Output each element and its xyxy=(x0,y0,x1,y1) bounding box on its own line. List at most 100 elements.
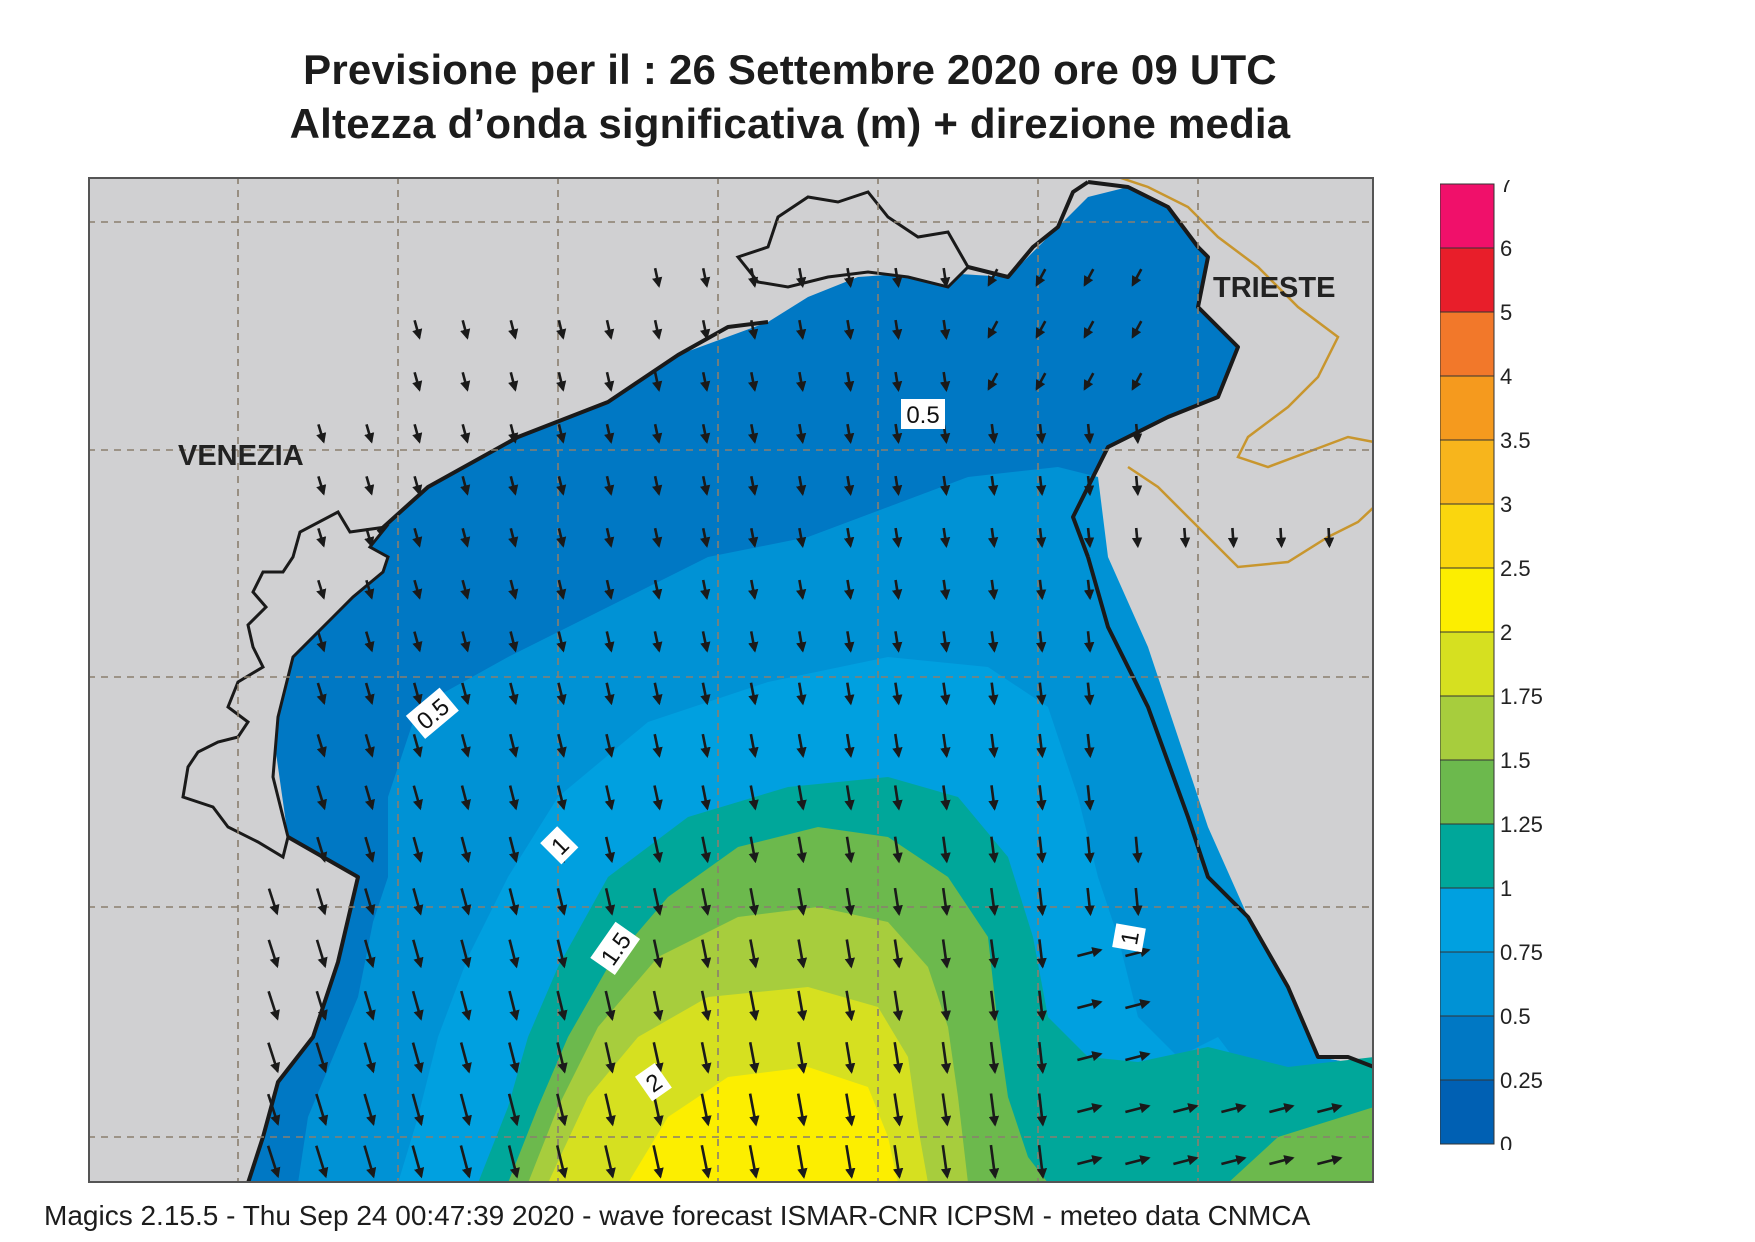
direction-arrow xyxy=(1084,836,1095,864)
direction-arrow xyxy=(604,423,615,444)
direction-arrow xyxy=(411,990,424,1021)
direction-arrow xyxy=(939,371,951,392)
direction-arrow xyxy=(412,527,423,548)
direction-arrow xyxy=(844,631,855,653)
direction-arrow xyxy=(652,1042,664,1074)
direction-arrow xyxy=(604,1145,616,1179)
direction-arrow xyxy=(700,836,711,864)
legend-tick-label: 1.75 xyxy=(1500,684,1543,709)
contour-label-text: 1 xyxy=(1116,929,1145,947)
direction-arrow xyxy=(748,1145,760,1179)
legend-tick-label: 3.5 xyxy=(1500,428,1531,453)
direction-arrow xyxy=(604,527,615,548)
direction-arrow xyxy=(556,319,567,340)
direction-arrow xyxy=(652,939,664,969)
direction-arrow xyxy=(796,939,808,969)
direction-arrow xyxy=(604,371,615,392)
direction-arrow xyxy=(1125,1155,1151,1166)
direction-arrow xyxy=(700,423,711,444)
direction-arrow xyxy=(700,887,712,916)
direction-arrow xyxy=(940,836,951,864)
direction-arrow xyxy=(844,990,856,1022)
direction-arrow xyxy=(1084,785,1095,811)
direction-arrow xyxy=(1084,733,1095,759)
direction-arrow xyxy=(460,475,471,496)
direction-arrow xyxy=(748,682,759,706)
direction-arrow xyxy=(1125,1051,1151,1062)
direction-arrow xyxy=(1173,1155,1199,1166)
map-title-date: Previsione per il : 26 Settembre 2020 or… xyxy=(303,46,1277,93)
direction-arrow xyxy=(1221,1103,1247,1114)
direction-arrow xyxy=(988,939,999,969)
legend-color-box xyxy=(1440,247,1495,313)
direction-arrow xyxy=(748,527,759,548)
direction-arrow xyxy=(748,423,759,444)
direction-arrow xyxy=(411,1093,424,1127)
legend-color-box xyxy=(1440,503,1495,569)
direction-arrow xyxy=(363,1042,376,1074)
direction-arrow xyxy=(891,371,903,392)
direction-arrow xyxy=(796,319,807,340)
legend-tick-label: 4 xyxy=(1500,364,1512,389)
direction-arrow xyxy=(987,527,999,548)
direction-arrow xyxy=(267,888,280,916)
legend-tick-label: 2.5 xyxy=(1500,556,1531,581)
direction-arrow xyxy=(844,579,855,601)
direction-arrow xyxy=(988,1041,1000,1074)
direction-arrow xyxy=(892,682,903,706)
direction-arrow xyxy=(1132,887,1143,917)
legend-color-box xyxy=(1440,567,1495,633)
legend-color-box xyxy=(1440,311,1495,377)
direction-arrow xyxy=(796,631,807,653)
direction-arrow xyxy=(748,1042,760,1074)
direction-arrow xyxy=(460,785,471,811)
direction-arrow xyxy=(412,475,423,496)
direction-arrow xyxy=(508,1042,520,1074)
direction-arrow xyxy=(843,267,855,288)
direction-arrow xyxy=(1084,682,1095,706)
direction-arrow xyxy=(316,424,327,444)
direction-arrow xyxy=(459,1093,472,1127)
direction-arrow xyxy=(1173,1103,1199,1114)
direction-arrow xyxy=(316,476,327,496)
direction-arrow xyxy=(460,423,471,444)
direction-arrow xyxy=(939,527,951,548)
legend-color-box xyxy=(1440,695,1495,761)
direction-arrow xyxy=(892,990,904,1022)
direction-arrow xyxy=(1131,527,1143,549)
direction-arrow xyxy=(1035,579,1047,601)
direction-arrow xyxy=(460,527,471,548)
direction-arrow xyxy=(364,424,375,444)
direction-arrow xyxy=(364,476,375,496)
direction-arrow xyxy=(940,990,951,1022)
legend-color-box xyxy=(1440,823,1495,889)
direction-arrow xyxy=(266,1093,281,1126)
direction-arrow xyxy=(604,733,615,758)
direction-arrow xyxy=(508,990,520,1021)
direction-arrow xyxy=(316,836,328,863)
direction-arrow xyxy=(796,423,807,444)
direction-arrow xyxy=(843,371,855,392)
direction-arrow xyxy=(556,371,567,392)
direction-arrow xyxy=(1035,423,1047,444)
legend-color-box xyxy=(1440,375,1495,441)
direction-arrow xyxy=(700,319,711,340)
wave-direction-arrows xyxy=(266,267,1343,1179)
direction-arrow xyxy=(988,631,999,653)
direction-arrow xyxy=(892,836,903,864)
direction-arrow xyxy=(652,785,663,811)
legend-tick-label: 0.25 xyxy=(1500,1068,1543,1093)
direction-arrow xyxy=(555,1145,568,1179)
direction-arrow xyxy=(844,939,855,969)
direction-arrow xyxy=(1083,423,1095,445)
direction-arrow xyxy=(1269,1103,1295,1114)
direction-arrow xyxy=(940,1145,952,1179)
direction-arrow xyxy=(556,527,567,548)
direction-arrow xyxy=(508,888,520,916)
direction-arrow xyxy=(460,990,472,1021)
direction-arrow xyxy=(748,579,759,601)
direction-arrow xyxy=(1317,1155,1343,1166)
direction-arrow xyxy=(412,579,423,600)
direction-arrow xyxy=(748,785,759,811)
direction-arrow xyxy=(845,1093,856,1127)
